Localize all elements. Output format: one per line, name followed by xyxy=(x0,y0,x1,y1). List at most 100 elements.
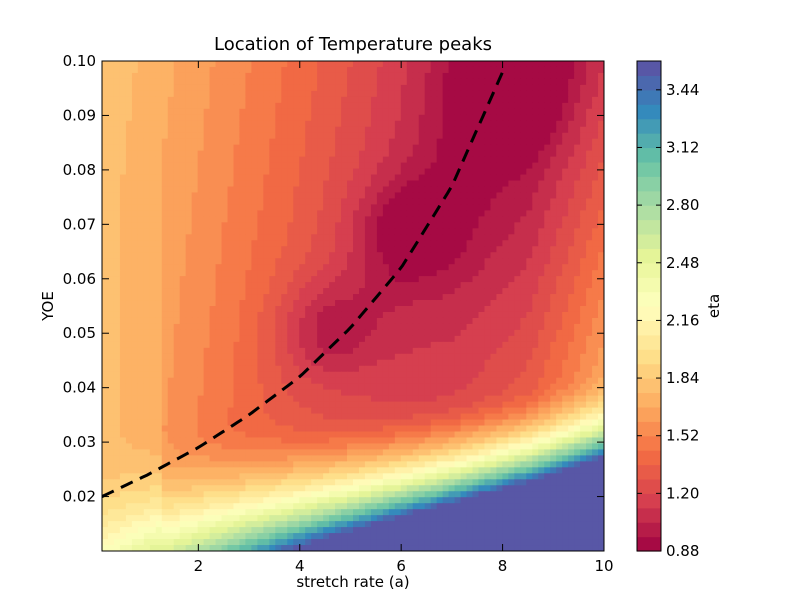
heatmap-cell xyxy=(538,126,545,134)
heatmap-cell xyxy=(102,311,109,319)
heatmap-cell xyxy=(544,234,551,241)
heatmap-cell xyxy=(125,270,133,277)
heatmap-cell xyxy=(556,120,563,128)
heatmap-cell xyxy=(586,377,593,385)
heatmap-cell xyxy=(364,407,372,415)
heatmap-cell xyxy=(412,371,420,379)
heatmap-cell xyxy=(538,240,545,247)
heatmap-cell xyxy=(161,102,169,110)
heatmap-cell xyxy=(269,72,276,80)
heatmap-cell xyxy=(448,144,456,152)
heatmap-cell xyxy=(394,78,402,86)
heatmap-cell xyxy=(197,96,205,104)
heatmap-cell xyxy=(382,270,390,277)
heatmap-cell xyxy=(197,353,205,361)
heatmap-cell xyxy=(580,288,587,295)
heatmap-cell xyxy=(484,359,492,367)
heatmap-cell xyxy=(293,66,300,74)
heatmap-cell xyxy=(233,126,241,134)
heatmap-cell xyxy=(191,138,199,146)
heatmap-cell xyxy=(508,102,515,110)
heatmap-cell xyxy=(299,353,306,361)
heatmap-cell xyxy=(341,258,348,265)
heatmap-cell xyxy=(161,371,169,379)
heatmap-cell xyxy=(382,78,390,86)
heatmap-cell xyxy=(520,162,527,170)
heatmap-cell xyxy=(119,204,127,211)
heatmap-cell xyxy=(102,264,109,271)
heatmap-cell xyxy=(203,377,211,385)
heatmap-cell xyxy=(532,72,539,80)
heatmap-cell xyxy=(490,300,498,307)
heatmap-cell xyxy=(532,341,539,349)
heatmap-cell xyxy=(347,383,354,391)
heatmap-cell xyxy=(293,294,300,301)
heatmap-cell xyxy=(353,401,360,409)
heatmap-cell xyxy=(532,264,539,271)
heatmap-cell xyxy=(257,61,264,68)
heatmap-cell xyxy=(215,234,223,241)
heatmap-cell xyxy=(191,108,199,116)
heatmap-cell xyxy=(305,120,312,128)
heatmap-cell xyxy=(442,317,450,325)
heatmap-cell xyxy=(520,234,527,241)
heatmap-cell xyxy=(550,180,557,188)
heatmap-cell xyxy=(221,168,229,176)
heatmap-cell xyxy=(161,294,169,301)
heatmap-cell xyxy=(137,186,145,194)
heatmap-cell xyxy=(382,198,390,206)
heatmap-cell xyxy=(436,282,444,289)
heatmap-cell xyxy=(598,401,604,409)
heatmap-cell xyxy=(341,252,348,259)
heatmap-cell xyxy=(442,84,450,92)
heatmap-cell xyxy=(209,120,217,128)
heatmap-cell xyxy=(311,300,318,307)
heatmap-cell xyxy=(388,383,396,391)
heatmap-cell xyxy=(484,126,492,134)
heatmap-cell xyxy=(191,371,199,379)
heatmap-cell xyxy=(526,353,533,361)
heatmap-cell xyxy=(538,96,545,104)
heatmap-cell xyxy=(514,311,521,319)
heatmap-cell xyxy=(329,180,336,188)
heatmap-cell xyxy=(281,174,288,182)
heatmap-cell xyxy=(281,138,288,146)
heatmap-cell xyxy=(508,240,515,247)
heatmap-cell xyxy=(376,120,384,128)
heatmap-cell xyxy=(388,66,396,74)
heatmap-cell xyxy=(526,192,533,200)
heatmap-cell xyxy=(275,371,282,379)
heatmap-cell xyxy=(382,102,390,110)
heatmap-cell xyxy=(281,258,288,265)
heatmap-cell xyxy=(448,401,456,409)
heatmap-cell xyxy=(335,174,342,182)
heatmap-cell xyxy=(269,162,276,170)
heatmap-cell xyxy=(484,66,492,74)
heatmap-cell xyxy=(311,156,318,164)
heatmap-cell xyxy=(113,335,121,343)
heatmap-cell xyxy=(323,168,330,176)
heatmap-cell xyxy=(281,78,288,86)
heatmap-cell xyxy=(436,174,444,182)
heatmap-cell xyxy=(412,84,420,92)
heatmap-cell xyxy=(203,407,211,415)
heatmap-cell xyxy=(382,84,390,92)
heatmap-cell xyxy=(418,66,426,74)
heatmap-cell xyxy=(574,264,581,271)
heatmap-cell xyxy=(580,306,587,313)
heatmap-cell xyxy=(538,61,545,68)
heatmap-cell xyxy=(269,413,276,421)
heatmap-cell xyxy=(281,270,288,277)
heatmap-cell xyxy=(143,282,151,289)
heatmap-cell xyxy=(550,359,557,367)
heatmap-cell xyxy=(215,335,223,343)
heatmap-cell xyxy=(323,102,330,110)
heatmap-cell xyxy=(598,174,604,182)
heatmap-cell xyxy=(155,228,163,235)
heatmap-cell xyxy=(317,335,324,343)
heatmap-cell xyxy=(478,174,486,182)
heatmap-cell xyxy=(574,234,581,241)
heatmap-cell xyxy=(245,61,253,68)
heatmap-cell xyxy=(574,96,581,104)
heatmap-cell xyxy=(448,102,456,110)
